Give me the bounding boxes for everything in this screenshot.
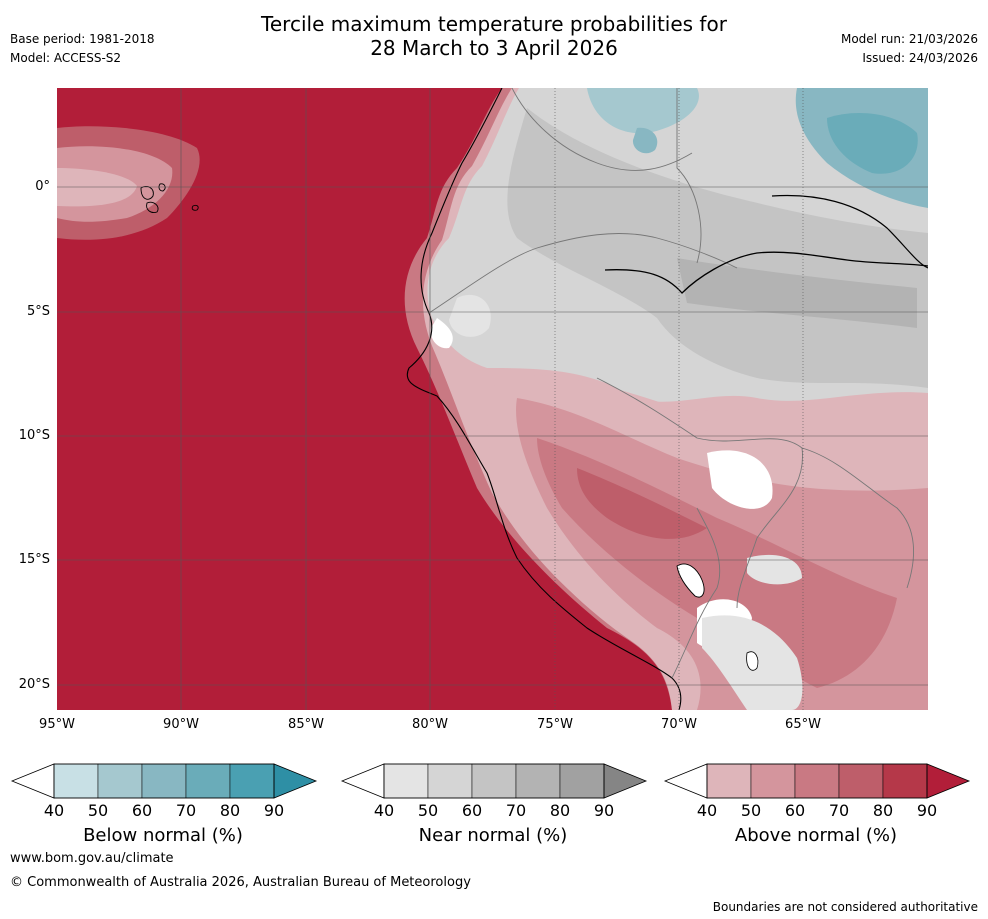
website-link[interactable]: www.bom.gov.au/climate — [10, 851, 174, 866]
lat-label-15s: 15°S — [18, 552, 50, 567]
galapagos-island-1 — [140, 185, 154, 200]
near-normal-tick-label: 60 — [461, 801, 483, 820]
border-chile-bolivia — [671, 507, 721, 679]
border-colombia-brazil — [676, 88, 702, 264]
above-normal-tick-label: 80 — [872, 801, 894, 820]
lat-label-5s: 5°S — [26, 304, 50, 319]
copyright-notice: © Commonwealth of Australia 2026, Austra… — [10, 875, 471, 890]
below-normal-colorbar-high-arrow — [273, 763, 318, 799]
near-normal-tick-label: 50 — [417, 801, 439, 820]
border-colombia-ecuador — [511, 88, 693, 171]
near-normal-colorbar-outline — [383, 763, 605, 799]
amazon-river-main — [604, 251, 928, 294]
below-normal-colorbar-segment — [53, 763, 99, 799]
near-normal-light-patch — [449, 294, 491, 337]
lon-label-70w: 70°W — [661, 717, 697, 732]
below-normal-tick-label: 70 — [175, 801, 197, 820]
lon-label-75w: 75°W — [537, 717, 573, 732]
near-normal-darker — [507, 108, 928, 388]
below-normal-colorbar-segment — [229, 763, 275, 799]
title-line-1: Tercile maximum temperature probabilitie… — [261, 12, 727, 36]
colorbar-below-normal — [10, 763, 318, 799]
legend-title-near-normal: Near normal (%) — [418, 825, 568, 846]
below-normal-core — [827, 113, 918, 174]
lake-poopo — [746, 651, 759, 671]
above-normal-tick-label: 90 — [916, 801, 938, 820]
below-normal-colorbar-segment — [185, 763, 231, 799]
above-normal-core — [577, 468, 707, 539]
below-normal-colorbar-low-arrow — [10, 763, 55, 799]
galapagos-island-2 — [146, 201, 159, 213]
below-normal-spot — [632, 127, 658, 154]
above-normal-colorbar-segment — [882, 763, 928, 799]
above-normal-tick-label: 50 — [740, 801, 762, 820]
below-normal-tick-label: 90 — [263, 801, 285, 820]
near-normal-colorbar-segment — [427, 763, 473, 799]
above-normal-colorbar-outline — [706, 763, 928, 799]
colorbar-near-normal — [340, 763, 648, 799]
title-line-2: 28 March to 3 April 2026 — [370, 36, 618, 60]
issued-date: Issued: 24/03/2026 — [862, 51, 978, 65]
above-normal-colorbar-segment — [706, 763, 752, 799]
lon-label-80w: 80°W — [412, 717, 448, 732]
above-normal-tick-label: 60 — [784, 801, 806, 820]
amazon-river-north — [771, 194, 928, 269]
above-normal-tick-label: 40 — [696, 801, 718, 820]
probability-map — [57, 88, 928, 710]
near-normal-tick-label: 90 — [593, 801, 615, 820]
below-normal-tick-label: 60 — [131, 801, 153, 820]
lon-label-85w: 85°W — [288, 717, 324, 732]
graticule — [57, 88, 928, 710]
border-peru-bolivia — [596, 377, 803, 609]
above-normal-colorbar-segment — [750, 763, 796, 799]
below-normal-patch-north — [587, 88, 699, 134]
near-normal-tick-label: 40 — [373, 801, 395, 820]
white-zone-3 — [430, 318, 453, 349]
map-title: Tercile maximum temperature probabilitie… — [0, 12, 988, 60]
galapagos-island-4 — [191, 204, 199, 211]
lon-label-65w: 65°W — [785, 717, 821, 732]
near-normal-island — [747, 554, 802, 585]
colorbar-above-normal — [663, 763, 971, 799]
below-normal-colorbar-segment — [141, 763, 187, 799]
below-normal-tick-label: 50 — [87, 801, 109, 820]
model-name: Model: ACCESS-S2 — [10, 51, 122, 65]
near-normal-colorbar-low-arrow — [340, 763, 385, 799]
lon-label-90w: 90°W — [163, 717, 199, 732]
above-normal-colorbar-low-arrow — [663, 763, 708, 799]
legend-title-below-normal: Below normal (%) — [83, 825, 243, 846]
lake-titicaca — [676, 563, 705, 598]
above-normal-tick-label: 70 — [828, 801, 850, 820]
near-normal-tick-label: 70 — [505, 801, 527, 820]
near-normal-colorbar-segment — [383, 763, 429, 799]
boundary-disclaimer: Boundaries are not considered authoritat… — [712, 900, 978, 914]
above-normal-colorbar-segment — [794, 763, 840, 799]
above-normal-colorbar-high-arrow — [926, 763, 971, 799]
border-ecuador-peru — [428, 233, 738, 314]
coastline — [406, 88, 682, 710]
model-run: Model run: 21/03/2026 — [840, 32, 978, 46]
lat-label-20s: 20°S — [18, 677, 50, 692]
white-zone-1 — [707, 450, 773, 509]
above-normal-colorbar-segment — [838, 763, 884, 799]
near-normal-tick-label: 80 — [549, 801, 571, 820]
lat-label-10s: 10°S — [18, 428, 50, 443]
near-normal-colorbar-segment — [515, 763, 561, 799]
base-period: Base period: 1981-2018 — [10, 32, 155, 46]
below-normal-tick-label: 80 — [219, 801, 241, 820]
below-normal-colorbar-segment — [97, 763, 143, 799]
below-normal-tick-label: 40 — [43, 801, 65, 820]
near-normal-darkest — [677, 258, 917, 328]
legend-title-above-normal: Above normal (%) — [734, 825, 898, 846]
lon-label-95w: 95°W — [39, 717, 75, 732]
lat-label-0: 0° — [35, 179, 50, 194]
near-normal-colorbar-high-arrow — [603, 763, 648, 799]
near-normal-colorbar-segment — [471, 763, 517, 799]
near-normal-colorbar-segment — [559, 763, 605, 799]
below-normal-colorbar-outline — [53, 763, 275, 799]
